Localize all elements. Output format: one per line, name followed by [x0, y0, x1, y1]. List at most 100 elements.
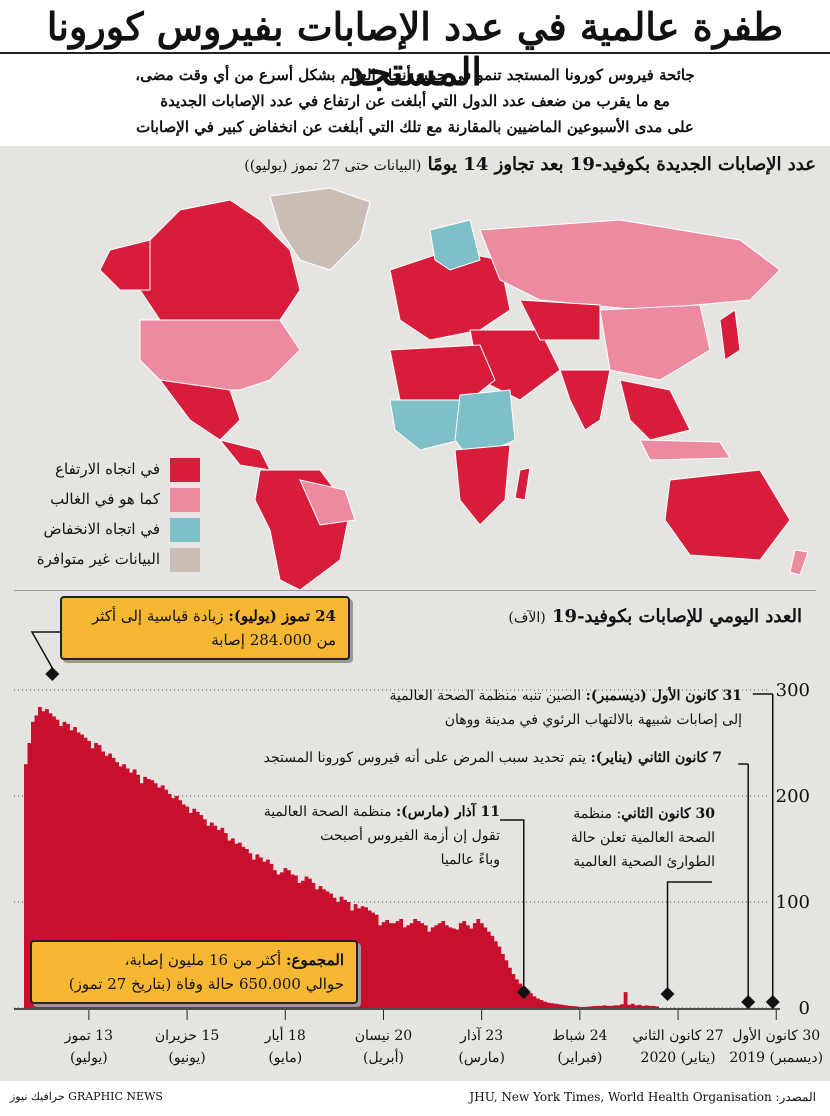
x-tick-label-6: 15 حزيران — [155, 1028, 219, 1044]
bar-day-182 — [136, 774, 141, 1008]
peak-callout: 24 تموز (يوليو): زيادة قياسية إلى أكثر م… — [60, 596, 350, 660]
marker-jan30 — [660, 987, 675, 1001]
legend-label-steady: كما هو في الغالب — [50, 490, 160, 508]
bar-day-43 — [623, 992, 628, 1008]
annotation-jan30-text3: الطوارئ الصحية العالمية — [573, 854, 715, 870]
annotation-jan7: 7 كانون الثاني (يناير): يتم تحديد سبب ال… — [264, 746, 722, 770]
legend-swatch-rising — [170, 458, 200, 482]
y-tick-label-200: 200 — [776, 786, 810, 807]
bar-day-78 — [500, 953, 505, 1008]
annotation-mar11-text3: وباءً عالميا — [440, 852, 500, 868]
bar-day-87 — [469, 928, 474, 1008]
marker-dec31 — [765, 995, 780, 1009]
page-title: طفرة عالمية في عدد الإصابات بفيروس كورون… — [46, 4, 784, 94]
map-alaska — [99, 239, 151, 291]
leader-jan30 — [666, 881, 712, 988]
bar-day-104 — [409, 923, 414, 1008]
bar-day-194 — [94, 743, 98, 1008]
bar-day-44 — [620, 1004, 624, 1008]
y-tick-label-300: 300 — [776, 680, 810, 701]
bar-day-109 — [392, 923, 397, 1008]
bar-day-167 — [188, 812, 193, 1008]
bar-day-60 — [564, 1005, 568, 1008]
bar-day-66 — [543, 1001, 547, 1008]
bar-day-201 — [69, 730, 74, 1008]
bar-day-35 — [651, 1005, 656, 1008]
bar-day-98 — [430, 927, 435, 1008]
bar-day-153 — [237, 842, 242, 1008]
bar-day-77 — [504, 960, 509, 1008]
bar-day-170 — [178, 800, 183, 1008]
bar-day-168 — [185, 806, 190, 1008]
bar-day-82 — [486, 931, 491, 1008]
bar-day-169 — [181, 804, 186, 1008]
bar-day-61 — [560, 1004, 565, 1008]
bar-day-94 — [444, 925, 449, 1008]
bar-day-93 — [448, 927, 453, 1008]
bar-day-115 — [371, 912, 375, 1008]
bar-day-147 — [258, 857, 263, 1008]
bar-day-58 — [571, 1006, 575, 1008]
bar-day-145 — [265, 859, 270, 1008]
bar-day-166 — [192, 808, 197, 1008]
legend-label-rising: في اتجاه الارتفاع — [55, 460, 160, 478]
bar-day-119 — [357, 908, 361, 1008]
bar-day-107 — [399, 918, 404, 1008]
map-date-note: (البيانات حتى 27 تموز (يوليو)) — [244, 158, 422, 174]
peak-callout-date: 24 تموز (يوليو): — [228, 607, 336, 625]
annotation-jan7-text: يتم تحديد سبب المرض على أنه فيروس كورونا… — [263, 750, 587, 766]
bar-day-81 — [490, 935, 495, 1008]
bar-day-143 — [273, 870, 277, 1008]
marker-peak — [45, 667, 60, 681]
total-callout: المجموع: أكثر من 16 مليون إصابة، حوالي 6… — [30, 940, 358, 1004]
legend-item-falling — [170, 518, 370, 542]
map-new-zealand — [789, 549, 809, 576]
bar-day-95 — [441, 921, 446, 1008]
bar-day-54 — [585, 1006, 589, 1008]
bar-day-38 — [641, 1005, 646, 1008]
annotation-dec31-text: الصين تنبه منظمة الصحة العالمية — [389, 688, 582, 704]
brand-credit: GRAPHIC NEWS جرافيك نيوز — [10, 1090, 163, 1103]
legend-swatch-steady — [170, 488, 200, 512]
map-australia — [664, 469, 791, 561]
annotation-jan30: 30 كانون الثاني: منظمة الصحة العالمية تع… — [571, 802, 715, 874]
bar-day-117 — [364, 907, 368, 1008]
bar-day-90 — [458, 923, 463, 1008]
bar-day-70 — [529, 993, 533, 1008]
bar-day-65 — [546, 1002, 551, 1008]
bar-day-85 — [476, 918, 481, 1008]
bar-day-40 — [634, 1005, 639, 1008]
bar-day-175 — [160, 785, 165, 1008]
bar-day-177 — [153, 783, 158, 1008]
x-tick-sublabel-5: (مايو) — [268, 1050, 302, 1066]
bar-day-149 — [251, 859, 256, 1008]
chart-title: العدد اليومي للإصابات بكوفيد-19 (الآف) — [508, 606, 802, 627]
bar-day-179 — [146, 779, 151, 1008]
bar-day-164 — [199, 815, 204, 1008]
bar-day-183 — [132, 769, 137, 1008]
bar-day-75 — [511, 974, 516, 1008]
bar-day-173 — [167, 793, 172, 1008]
bar-day-188 — [115, 762, 119, 1008]
bar-day-186 — [122, 764, 127, 1008]
bar-day-118 — [360, 906, 365, 1008]
bar-day-48 — [606, 1005, 610, 1008]
bar-day-139 — [287, 870, 291, 1008]
bar-day-203 — [62, 721, 67, 1008]
legend-swatch-falling — [170, 518, 200, 542]
bar-day-42 — [627, 1004, 632, 1008]
bar-day-67 — [539, 1000, 544, 1008]
bar-day-114 — [374, 914, 379, 1008]
annotation-dec31-text2: إلى إصابات شبيهة بالالتهاب الرئوي في مدي… — [444, 712, 742, 728]
bar-day-191 — [104, 755, 109, 1008]
bar-day-190 — [108, 753, 112, 1008]
bar-day-211 — [34, 715, 39, 1008]
bar-day-97 — [434, 925, 439, 1008]
map-title-text: عدد الإصابات الجديدة بكوفيد-19 بعد تجاوز… — [427, 154, 816, 175]
map-canada — [139, 199, 301, 331]
bar-day-176 — [157, 787, 162, 1008]
subtitle-line-3: على مدى الأسبوعين الماضيين بالمقارنة مع … — [136, 118, 694, 136]
map-scandinavia — [429, 219, 481, 271]
bar-day-91 — [455, 929, 460, 1008]
bar-day-36 — [648, 1005, 653, 1008]
